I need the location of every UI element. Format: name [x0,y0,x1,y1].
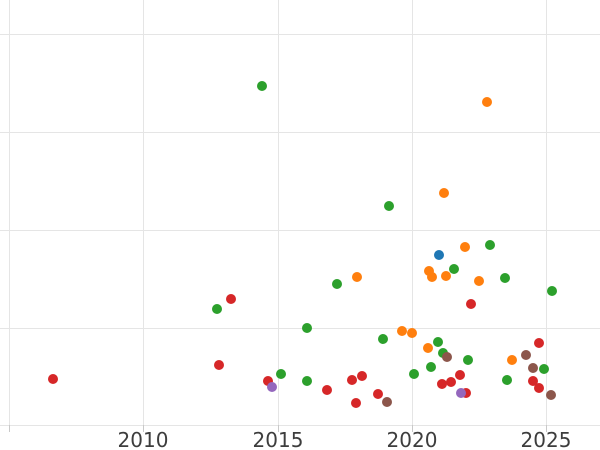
data-point-green [384,201,394,211]
data-point-orange [460,242,470,252]
data-point-orange [352,272,362,282]
x-gridline [9,0,10,425]
data-point-red [466,299,476,309]
data-point-red [351,398,361,408]
data-point-red [461,388,471,398]
x-gridline [278,0,279,425]
data-point-red [455,370,465,380]
x-gridline [546,0,547,425]
data-point-brown [546,390,556,400]
data-point-purple [267,382,277,392]
y-gridline [0,34,600,35]
data-point-brown [442,352,452,362]
data-point-green [449,264,459,274]
data-point-green [539,364,549,374]
data-point-orange [507,355,517,365]
x-axis-tick-label: 2020 [386,428,438,450]
data-point-green [276,369,286,379]
data-point-red [446,377,456,387]
y-gridline [0,328,600,329]
x-axis-tick [412,425,413,432]
data-point-purple [456,388,466,398]
data-point-orange [482,97,492,107]
y-gridline [0,132,600,133]
data-point-orange [474,276,484,286]
x-axis-tick-label: 2010 [117,428,169,450]
data-point-green [212,304,222,314]
x-axis-tick [278,425,279,432]
data-point-red [214,360,224,370]
data-point-red [534,383,544,393]
x-gridline [412,0,413,425]
data-point-green [547,286,557,296]
data-point-orange [407,328,417,338]
data-point-red [226,294,236,304]
data-point-green [433,337,443,347]
data-point-red [437,379,447,389]
data-point-red [528,376,538,386]
data-point-green [426,362,436,372]
data-point-green [302,376,312,386]
y-gridline [0,230,600,231]
y-gridline [0,425,600,426]
data-point-red [322,385,332,395]
data-point-orange [423,343,433,353]
data-point-green [378,334,388,344]
data-point-green [463,355,473,365]
data-point-blue [434,250,444,260]
data-point-brown [528,363,538,373]
x-axis-tick [9,425,10,432]
x-axis-tick [546,425,547,432]
data-point-brown [521,350,531,360]
data-point-orange [441,271,451,281]
data-point-red [534,338,544,348]
data-point-green [332,279,342,289]
data-point-red [347,375,357,385]
data-point-green [257,81,267,91]
data-point-green [485,240,495,250]
data-point-green [409,369,419,379]
data-point-red [357,371,367,381]
x-axis-tick [143,425,144,432]
data-point-orange [397,326,407,336]
data-point-red [48,374,58,384]
data-point-orange [424,266,434,276]
data-point-orange [439,188,449,198]
data-point-red [373,389,383,399]
x-gridline [143,0,144,425]
data-point-brown [382,397,392,407]
x-axis-tick-label: 2025 [520,428,572,450]
data-point-orange [427,272,437,282]
data-point-red [263,376,273,386]
x-axis-tick-label: 2015 [252,428,304,450]
data-point-green [500,273,510,283]
data-point-green [302,323,312,333]
data-point-green [502,375,512,385]
